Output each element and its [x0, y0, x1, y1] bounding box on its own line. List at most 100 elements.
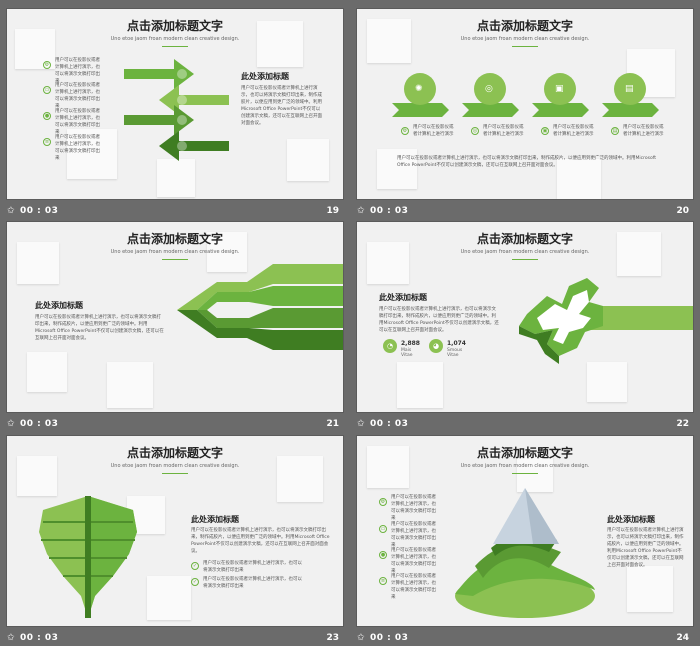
section-heading: 此处添加标题	[35, 301, 83, 310]
slide-duration: 00 : 03	[20, 633, 59, 643]
leaf-graphic	[39, 496, 137, 618]
layers-icon: ▤	[625, 84, 634, 94]
settings-icon: ⚙	[401, 127, 409, 135]
slide-title: 点击添加标题文字	[476, 232, 573, 246]
stat-label: Mais Vitae	[401, 348, 413, 358]
list-item-text: 用户可以在投影仪或者计算机上进行演示，也可以将演示文稿打印出来	[391, 548, 436, 574]
title-underline	[162, 473, 188, 474]
tile-background	[7, 222, 343, 412]
slide-card-22[interactable]: 点击添加标题文字 Uno etoe jaom froan modern clea…	[357, 222, 693, 437]
slide-thumbnail[interactable]: 点击添加标题文字 Uno etoe jaom froan modern clea…	[7, 222, 343, 412]
slide-title: 点击添加标题文字	[476, 19, 573, 33]
title-underline	[512, 46, 538, 47]
slide-card-24[interactable]: 点击添加标题文字 Uno etoe jaom froan modern clea…	[357, 436, 693, 646]
section-heading: 此处添加标题	[607, 515, 655, 524]
slide-number: 21	[326, 419, 339, 429]
section-paragraph: 用户可以在投影仪或者计算机上进行演示，也可以将演示文稿打印出来，制作成胶片，以便…	[191, 528, 330, 554]
slide-title: 点击添加标题文字	[126, 232, 223, 246]
stat-label: Smous Vitae	[447, 348, 463, 358]
list-item-text: 用户可以在投影仪或者计算机上进行演示，也可以将演示文稿打印出来	[203, 577, 302, 589]
slide-card-20[interactable]: 点击添加标题文字 Uno etoe jaom froan modern clea…	[357, 9, 693, 224]
star-icon: ✩	[7, 633, 15, 643]
tile-background	[357, 436, 693, 626]
slide-thumbnail[interactable]: 点击添加标题文字 Uno etoe jaom froan modern clea…	[357, 9, 693, 199]
check-icon: ✓	[191, 562, 199, 570]
stat-value: 1,074	[447, 340, 466, 347]
slide-duration: 00 : 03	[370, 419, 409, 429]
atom-icon: ✺	[415, 84, 423, 94]
slide-thumbnail[interactable]: 点击添加标题文字 Uno etoe jaom froan modern clea…	[357, 436, 693, 626]
slide-subtitle: Uno etoe jaom froan modern clean creativ…	[460, 249, 590, 255]
chart-icon: ◔	[383, 339, 397, 353]
section-heading: 此处添加标题	[241, 72, 289, 81]
body-paragraph: 用户可以在投影仪或者计算机上进行演示，也可以将演示文稿打印出来，制作成胶片，以便…	[397, 156, 656, 168]
location-icon: ●	[379, 551, 387, 559]
check-icon: ✓	[191, 578, 199, 586]
slide-thumbnail[interactable]: 点击添加标题文字 Uno etoe jaom froan modern clea…	[357, 222, 693, 412]
stack-icon: ≡	[43, 138, 51, 146]
slide-duration: 00 : 03	[20, 419, 59, 429]
slide-card-19[interactable]: 点击添加标题文字 Uno etoe jaom froan modern clea…	[7, 9, 343, 224]
section-heading: 此处添加标题	[379, 293, 427, 302]
step-text: 用户可以在投影仪或者计算机上进行演示	[483, 125, 524, 137]
list-item-text: 用户可以在投影仪或者计算机上进行演示，也可以将演示文稿打印出来	[391, 574, 436, 600]
star-icon: ✩	[7, 206, 15, 216]
slide-thumbnail[interactable]: 点击添加标题文字 Uno etoe jaom froan modern clea…	[7, 9, 343, 199]
target-icon: ◎	[471, 127, 479, 135]
presentation-icon: ▣	[555, 84, 564, 94]
arrow-graphic	[124, 59, 229, 161]
section-heading: 此处添加标题	[191, 515, 239, 524]
list-item-text: 用户可以在投影仪或者计算机上进行演示，也可以将演示文稿打印出来	[55, 109, 100, 135]
step-text: 用户可以在投影仪或者计算机上进行演示	[413, 125, 454, 137]
slide-card-21[interactable]: 点击添加标题文字 Uno etoe jaom froan modern clea…	[7, 222, 343, 437]
settings-icon: ⚙	[379, 498, 387, 506]
location-icon: ●	[43, 112, 51, 120]
slide-title: 点击添加标题文字	[126, 446, 223, 460]
monitor-icon: ▭	[379, 525, 387, 533]
slide-number: 20	[676, 206, 689, 216]
slide-number: 22	[676, 419, 689, 429]
slide-meta-bar: ✩ 00 : 03 22	[357, 414, 693, 434]
list-item-text: 用户可以在投影仪或者计算机上进行演示，也可以将演示文稿打印出来	[55, 135, 100, 161]
list-item-text: 用户可以在投影仪或者计算机上进行演示，也可以将演示文稿打印出来	[391, 495, 436, 521]
list-item-text: 用户可以在投影仪或者计算机上进行演示，也可以将演示文稿打印出来	[391, 522, 436, 548]
slide-subtitle: Uno etoe jaom froan modern clean creativ…	[110, 249, 240, 255]
slide-thumbnail[interactable]: 点击添加标题文字 Uno etoe jaom froan modern clea…	[7, 436, 343, 626]
stack-icon: ≡	[379, 577, 387, 585]
slide-subtitle: Uno etoe jaom froan modern clean creativ…	[460, 36, 590, 42]
chart-icon: ◕	[429, 339, 443, 353]
list-item-text: 用户可以在投影仪或者计算机上进行演示，也可以将演示文稿打印出来	[55, 58, 100, 84]
title-underline	[162, 259, 188, 260]
slide-number: 19	[326, 206, 339, 216]
presentation-icon: ▣	[541, 127, 549, 135]
slide-duration: 00 : 03	[20, 206, 59, 216]
slide-subtitle: Uno etoe jaom froan modern clean creativ…	[110, 36, 240, 42]
slide-card-23[interactable]: 点击添加标题文字 Uno etoe jaom froan modern clea…	[7, 436, 343, 646]
star-icon: ✩	[357, 633, 365, 643]
slide-subtitle: Uno etoe jaom froan modern clean creativ…	[110, 463, 240, 469]
slide-title: 点击添加标题文字	[126, 19, 223, 33]
section-paragraph: 用户可以在投影仪或者计算机上进行演示，也可以将演示文稿打印出来，制作成胶片，以便…	[607, 528, 684, 568]
tile-background	[357, 9, 693, 199]
layers-icon: ▤	[611, 127, 619, 135]
slide-meta-bar: ✩ 00 : 03 23	[7, 628, 343, 646]
list-item-text: 用户可以在投影仪或者计算机上进行演示，也可以将演示文稿打印出来	[203, 561, 302, 573]
section-paragraph: 用户可以在投影仪或者计算机上进行演示，也可以将演示文稿打印出来，制作成胶片，以便…	[379, 307, 499, 333]
slide-meta-bar: ✩ 00 : 03 24	[357, 628, 693, 646]
slide-number: 24	[676, 633, 689, 643]
settings-icon: ⚙	[43, 61, 51, 69]
slide-meta-bar: ✩ 00 : 03 20	[357, 201, 693, 221]
cross-cube-graphic	[519, 278, 693, 364]
title-underline	[512, 259, 538, 260]
step-text: 用户可以在投影仪或者计算机上进行演示	[623, 125, 664, 137]
slide-subtitle: Uno etoe jaom froan modern clean creativ…	[460, 463, 590, 469]
slide-number: 23	[326, 633, 339, 643]
tile-background	[7, 9, 343, 199]
slide-meta-bar: ✩ 00 : 03 19	[7, 201, 343, 221]
slide-title: 点击添加标题文字	[476, 446, 573, 460]
arrow-graphic	[177, 264, 343, 350]
star-icon: ✩	[357, 206, 365, 216]
section-paragraph: 用户可以在投影仪或者计算机上进行演示，也可以将演示文稿打印出来，制作成胶片，以便…	[35, 315, 164, 341]
step-text: 用户可以在投影仪或者计算机上进行演示	[553, 125, 594, 137]
title-underline	[512, 473, 538, 474]
